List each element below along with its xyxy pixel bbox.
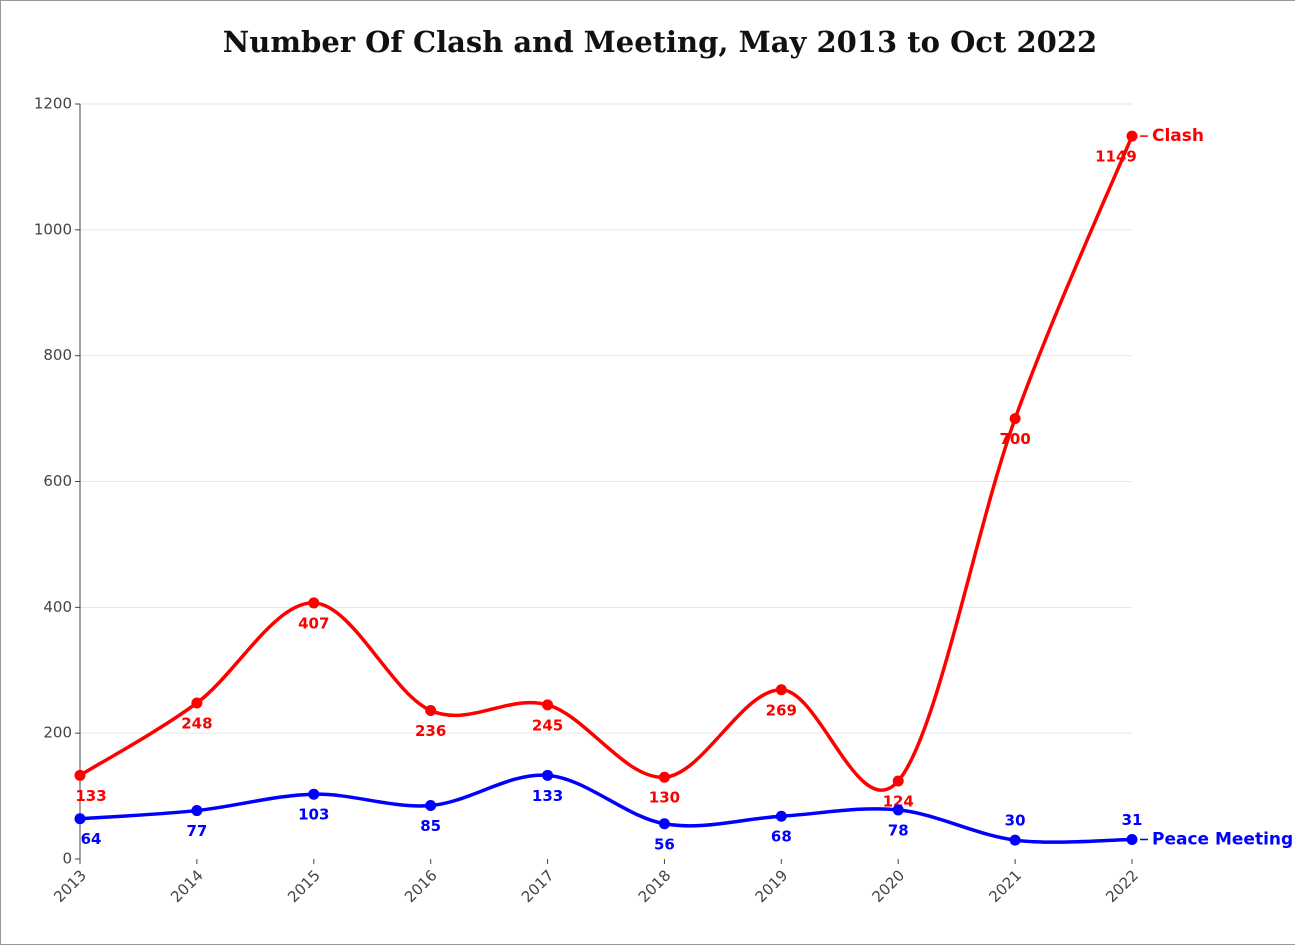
data-point: [74, 813, 86, 825]
data-label: 103: [298, 806, 329, 824]
series-line: [79, 135, 1134, 792]
data-point: [1009, 834, 1021, 846]
data-point: [1126, 130, 1138, 142]
data-label: 64: [81, 830, 102, 848]
data-point: [191, 805, 203, 817]
data-point: [425, 800, 437, 812]
legend-label: Peace Meeting: [1152, 829, 1293, 849]
data-label: 77: [186, 822, 207, 840]
data-point: [892, 775, 904, 787]
data-label: 31: [1122, 811, 1143, 829]
data-label: 133: [532, 787, 563, 805]
y-tick-label: 800: [43, 346, 72, 364]
chart-title: Number Of Clash and Meeting, May 2013 to…: [223, 25, 1097, 59]
x-tick-label: 2013: [50, 866, 90, 906]
y-tick-label: 200: [43, 724, 72, 742]
series-line: [79, 773, 1133, 844]
y-tick-label: 600: [43, 472, 72, 490]
y-tick-label: 400: [43, 598, 72, 616]
y-tick-label: 0: [62, 850, 72, 868]
data-point: [542, 769, 554, 781]
data-label: 236: [415, 722, 446, 740]
data-label: 269: [766, 701, 797, 719]
data-point: [542, 699, 554, 711]
data-point: [425, 705, 437, 717]
data-point: [74, 769, 86, 781]
data-label: 248: [181, 714, 212, 732]
data-point: [658, 818, 670, 830]
x-tick-label: 2018: [635, 866, 675, 906]
data-point: [658, 771, 670, 783]
data-label: 245: [532, 716, 563, 734]
y-tick-label: 1200: [34, 95, 72, 113]
data-label: 68: [771, 828, 792, 846]
data-point: [308, 597, 320, 609]
legend-label: Clash: [1152, 126, 1204, 146]
data-label: 700: [999, 430, 1030, 448]
data-point: [1009, 413, 1021, 425]
data-label: 30: [1005, 812, 1026, 830]
data-point: [775, 684, 787, 696]
data-point: [775, 810, 787, 822]
x-tick-label: 2020: [869, 866, 909, 906]
data-label: 78: [888, 821, 909, 839]
y-tick-label: 1000: [34, 220, 72, 238]
x-tick-label: 2019: [752, 866, 792, 906]
x-tick-label: 2022: [1102, 866, 1142, 906]
data-label: 85: [420, 817, 441, 835]
data-point: [191, 697, 203, 709]
data-label: 407: [298, 614, 329, 632]
data-label: 124: [883, 792, 914, 810]
x-tick-label: 2017: [518, 866, 558, 906]
data-point: [308, 788, 320, 800]
x-tick-label: 2014: [167, 866, 207, 906]
x-tick-label: 2021: [985, 866, 1025, 906]
data-label: 130: [649, 789, 680, 807]
data-point: [892, 804, 904, 816]
data-label: 1149: [1095, 148, 1137, 166]
data-label: 56: [654, 835, 675, 853]
x-tick-label: 2015: [284, 866, 324, 906]
data-label: 133: [75, 787, 106, 805]
x-tick-label: 2016: [401, 866, 441, 906]
data-point: [1126, 833, 1138, 845]
